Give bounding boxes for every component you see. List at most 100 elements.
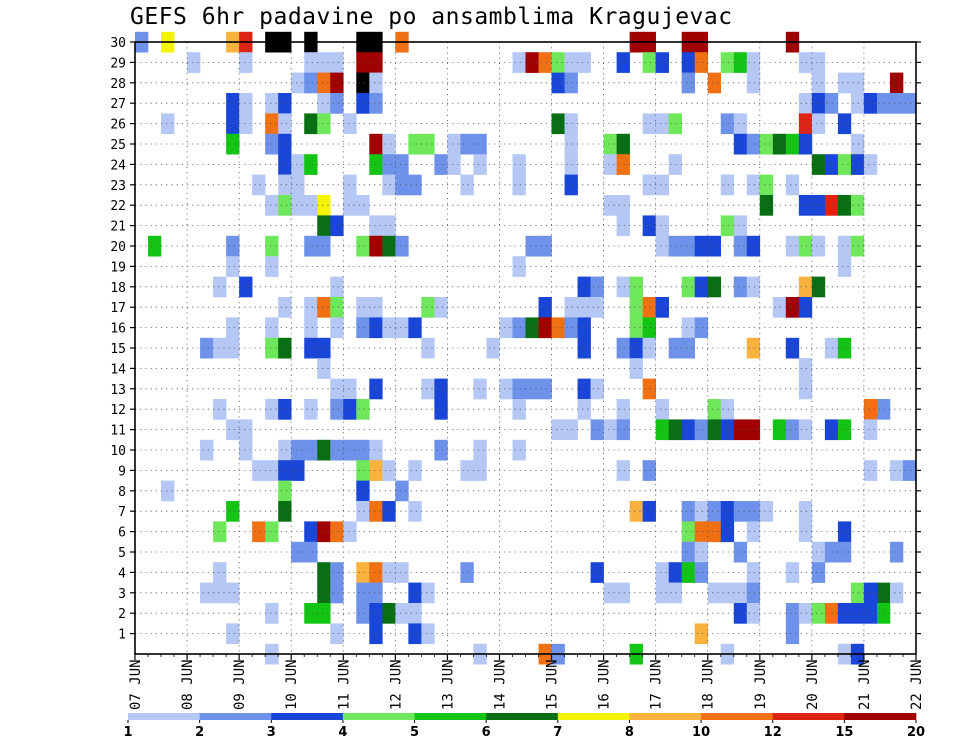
colorbar-label: 15 bbox=[835, 725, 853, 740]
heatmap-cell bbox=[603, 154, 617, 175]
heatmap-cell bbox=[265, 133, 279, 155]
heatmap-cell bbox=[304, 337, 318, 359]
y-tick-label: 10 bbox=[110, 444, 126, 459]
heatmap-cell bbox=[759, 195, 774, 216]
heatmap-cell bbox=[317, 235, 331, 257]
heatmap-cell bbox=[278, 480, 292, 502]
heatmap-cell bbox=[356, 603, 370, 624]
heatmap-cell bbox=[616, 276, 630, 298]
x-tick-label: 14 JUN bbox=[492, 659, 508, 710]
heatmap-cell bbox=[265, 399, 279, 420]
heatmap-cell bbox=[811, 154, 826, 175]
heatmap-cell bbox=[772, 419, 787, 441]
heatmap-cell bbox=[213, 562, 227, 583]
heatmap-cell bbox=[278, 133, 292, 155]
heatmap-cell bbox=[382, 174, 396, 196]
heatmap-cell bbox=[512, 256, 526, 277]
x-tick-label: 07 JUN bbox=[128, 659, 144, 710]
heatmap-cell bbox=[369, 154, 383, 175]
heatmap-cell bbox=[720, 501, 735, 522]
y-tick-label: 6 bbox=[118, 526, 126, 541]
heatmap-cell bbox=[213, 276, 227, 298]
heatmap-cell bbox=[642, 317, 656, 339]
heatmap-cell bbox=[642, 113, 656, 135]
heatmap-cell bbox=[746, 603, 761, 624]
heatmap-cell bbox=[616, 582, 630, 604]
heatmap-cell bbox=[239, 113, 253, 135]
heatmap-cell bbox=[694, 501, 709, 522]
heatmap-cell bbox=[330, 439, 344, 461]
colorbar-label: 2 bbox=[195, 725, 204, 740]
heatmap-cell bbox=[733, 541, 748, 563]
heatmap-cell bbox=[876, 603, 891, 624]
y-tick-label: 23 bbox=[110, 179, 126, 194]
heatmap-cell bbox=[889, 93, 904, 114]
heatmap-cell bbox=[226, 582, 240, 604]
heatmap-cell bbox=[811, 195, 826, 216]
heatmap-cell bbox=[369, 317, 383, 339]
heatmap-cell bbox=[421, 378, 435, 400]
heatmap-cell bbox=[499, 378, 513, 400]
colorbar-label: 7 bbox=[553, 725, 562, 740]
x-tick-label: 19 JUN bbox=[753, 659, 769, 710]
heatmap-cell bbox=[577, 276, 591, 298]
heatmap-cell bbox=[382, 133, 396, 155]
heatmap-cell bbox=[551, 52, 565, 73]
heatmap-cell bbox=[837, 337, 852, 359]
heatmap-cell bbox=[421, 337, 435, 359]
heatmap-cell bbox=[694, 541, 709, 563]
heatmap-cell bbox=[304, 52, 318, 73]
heatmap-cell bbox=[213, 521, 227, 543]
heatmap-cell bbox=[239, 93, 253, 114]
heatmap-cell bbox=[811, 72, 826, 94]
heatmap-cell bbox=[512, 154, 526, 175]
heatmap-cell bbox=[694, 52, 709, 73]
heatmap-cell bbox=[720, 399, 735, 420]
heatmap-cell bbox=[798, 419, 813, 441]
heatmap-cell bbox=[564, 317, 578, 339]
x-tick-label: 09 JUN bbox=[232, 659, 248, 710]
y-tick-label: 30 bbox=[110, 36, 126, 51]
heatmap-cell bbox=[863, 399, 878, 420]
colorbar-swatch bbox=[844, 713, 917, 720]
axes-layer: 1234567891011121314151617181920212223242… bbox=[110, 36, 925, 710]
heatmap-cell bbox=[512, 378, 526, 400]
heatmap-cell bbox=[681, 317, 696, 339]
y-tick-label: 19 bbox=[110, 260, 126, 275]
y-tick-label: 18 bbox=[110, 281, 126, 296]
heatmap-cell bbox=[395, 603, 409, 624]
heatmap-cell bbox=[278, 113, 292, 135]
heatmap-cell bbox=[590, 378, 604, 400]
y-tick-label: 5 bbox=[118, 546, 126, 561]
heatmap-cell bbox=[694, 276, 709, 298]
heatmap-cell bbox=[798, 297, 813, 318]
heatmap-cell bbox=[876, 93, 891, 114]
heatmap-cell bbox=[746, 582, 761, 604]
heatmap-cell bbox=[785, 235, 800, 257]
heatmap-cell bbox=[265, 337, 279, 359]
heatmap-cell bbox=[161, 480, 175, 502]
heatmap-cell bbox=[356, 72, 370, 94]
heatmap-cell bbox=[733, 133, 748, 155]
heatmap-cell bbox=[655, 215, 669, 237]
heatmap-cell bbox=[850, 235, 865, 257]
heatmap-cell bbox=[291, 72, 305, 94]
heatmap-cell bbox=[434, 154, 448, 175]
heatmap-cell bbox=[837, 603, 852, 624]
heatmap-cell bbox=[460, 460, 474, 481]
heatmap-cell bbox=[863, 419, 878, 441]
heatmap-cell bbox=[785, 297, 800, 318]
heatmap-cell bbox=[265, 235, 279, 257]
heatmap-cell bbox=[694, 317, 709, 339]
heatmap-cell bbox=[733, 582, 748, 604]
heatmap-cell bbox=[902, 93, 917, 114]
heatmap-cell bbox=[239, 52, 253, 73]
heatmap-cell bbox=[733, 603, 748, 624]
heatmap-cell bbox=[863, 154, 878, 175]
heatmap-cell bbox=[798, 113, 813, 135]
heatmap-cell bbox=[278, 154, 292, 175]
heatmap-cell bbox=[642, 378, 656, 400]
heatmap-cell bbox=[317, 603, 331, 624]
heatmap-cell bbox=[551, 72, 565, 94]
heatmap-cell bbox=[304, 297, 318, 318]
